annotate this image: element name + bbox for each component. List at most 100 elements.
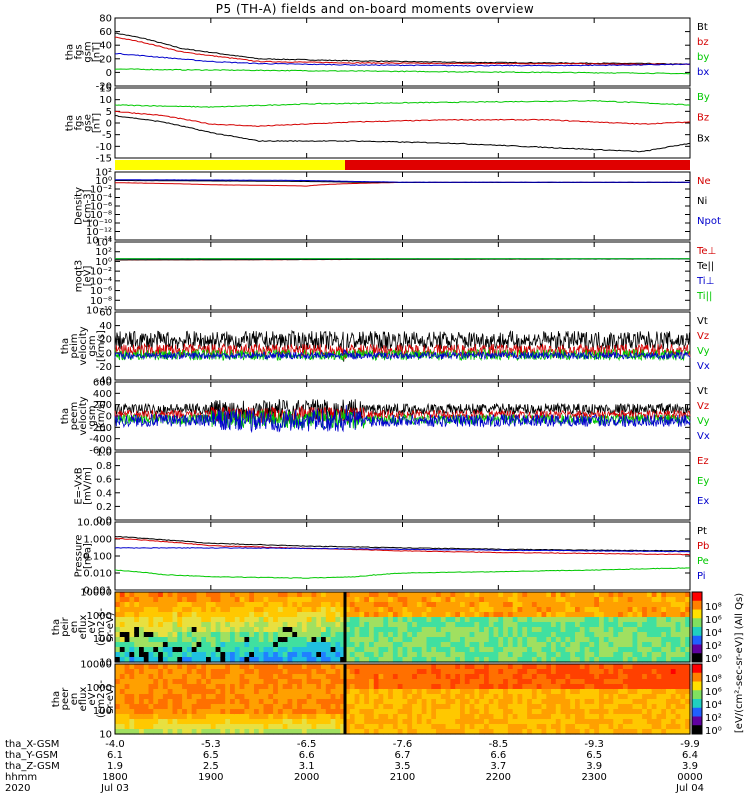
spectrogram-cell [512, 632, 519, 638]
spectrogram-cell [210, 664, 217, 670]
spectrogram-cell [148, 592, 154, 598]
spectrogram-cell [244, 729, 250, 735]
y-tick-label: 10² [95, 168, 112, 179]
spectrogram-cell [560, 724, 566, 730]
spectrogram-cell [445, 627, 451, 633]
spectrogram-cell [340, 664, 346, 670]
spectrogram-cell [675, 597, 681, 603]
spectrogram-cell [450, 647, 456, 653]
spectrogram-cell [421, 657, 428, 663]
spectrogram-cell [412, 679, 418, 685]
spectrogram-cell [455, 724, 461, 730]
spectrogram-cell [608, 602, 614, 608]
spectrogram-cell [527, 724, 533, 730]
x-axis-row-label: tha_X-GSM [5, 739, 59, 750]
spectrogram-cell [603, 694, 610, 700]
spectrogram-cell [191, 679, 198, 685]
y-axis-label: peer [60, 687, 71, 711]
spectrogram-cell [134, 729, 140, 735]
legend-Vz: Vz [697, 331, 709, 342]
spectrogram-cell [642, 714, 648, 720]
spectrogram-cell [488, 607, 495, 613]
spectrogram-cell [618, 689, 624, 695]
spectrogram-cell [450, 637, 456, 643]
x-tick-label: -4.0 [105, 739, 125, 750]
spectrogram-cell [230, 729, 236, 735]
spectrogram-cell [373, 664, 380, 670]
colorbar-swatch [692, 699, 702, 709]
spectrogram-cell [498, 724, 504, 730]
spectrogram-cell [622, 602, 629, 608]
spectrogram-cell [484, 597, 490, 603]
spectrogram-cell [531, 729, 538, 735]
spectrogram-cell [646, 652, 653, 658]
spectrogram-cell [560, 637, 566, 643]
spectrogram-cell [445, 669, 451, 675]
spectrogram-cell [579, 699, 586, 705]
spectrogram-cell [215, 689, 221, 695]
spectrogram-cell [263, 674, 269, 680]
spectrogram-cell [560, 689, 566, 695]
spectrogram-cell [541, 612, 547, 618]
y-axis-label: eflux [78, 687, 89, 712]
spectrogram-cell [206, 709, 212, 715]
spectrogram-cell [301, 724, 308, 730]
spectrogram-cell [186, 724, 193, 730]
spectrogram-cell [416, 704, 423, 710]
spectrogram-cell [599, 694, 605, 700]
spectrogram-cell [469, 694, 475, 700]
spectrogram-cell [249, 607, 255, 613]
spectrogram-cell [507, 612, 514, 618]
spectrogram-cell [507, 724, 514, 730]
spectrogram-cell [546, 647, 552, 653]
colorbar-swatch [692, 690, 702, 700]
spectrogram-cell [656, 632, 662, 638]
spectrogram-cell [335, 674, 341, 680]
spectrogram-cell [153, 657, 159, 663]
spectrogram-cell [416, 617, 423, 623]
spectrogram-cell [440, 684, 447, 690]
spectrogram-cell [517, 622, 523, 628]
spectrogram-cell [498, 674, 504, 680]
y-tick-label: -20 [96, 82, 112, 93]
spectrogram-cell [191, 647, 198, 653]
spectrogram-cell [594, 642, 600, 648]
spectrogram-cell [239, 674, 245, 680]
spectrogram-cell [335, 664, 341, 670]
spectrogram-cell [210, 597, 217, 603]
spectrogram-cell [464, 627, 471, 633]
spectrogram-cell [493, 592, 499, 598]
spectrogram-cell [139, 684, 145, 690]
y-axis-label: tha [51, 619, 62, 635]
spectrogram-cell [354, 694, 360, 700]
spectrogram-cell [436, 684, 442, 690]
x-tick-label: 6.1 [107, 750, 123, 761]
spectrogram-cell [287, 724, 293, 730]
spectrogram-cell [225, 652, 231, 658]
spectrogram-cell [531, 602, 538, 608]
spectrogram-cell [522, 724, 528, 730]
spectrogram-cell [642, 602, 648, 608]
spectrogram-cell [536, 597, 543, 603]
spectrogram-cell [349, 679, 356, 685]
spectrogram-cell [345, 709, 351, 715]
spectrogram-cell [139, 612, 145, 618]
y-axis-label: gsm [87, 405, 98, 426]
spectrogram-cell [436, 592, 442, 598]
spectrogram-cell [670, 674, 677, 680]
spectrogram-cell [239, 664, 245, 670]
spectrogram-cell [651, 689, 658, 695]
spectrogram-cell [522, 669, 528, 675]
spectrogram-cell [172, 669, 178, 675]
spectrogram-cell [412, 719, 418, 725]
spectrogram-cell [436, 674, 442, 680]
spectrogram-cell [651, 607, 658, 613]
spectrogram-cell [263, 652, 269, 658]
spectrogram-cell [570, 597, 576, 603]
spectrogram-cell [215, 642, 221, 648]
spectrogram-cell [507, 607, 514, 613]
spectrogram-cell [292, 694, 298, 700]
spectrogram-cell [661, 647, 667, 653]
spectrogram-cell [460, 689, 466, 695]
spectrogram-cell [292, 627, 298, 633]
